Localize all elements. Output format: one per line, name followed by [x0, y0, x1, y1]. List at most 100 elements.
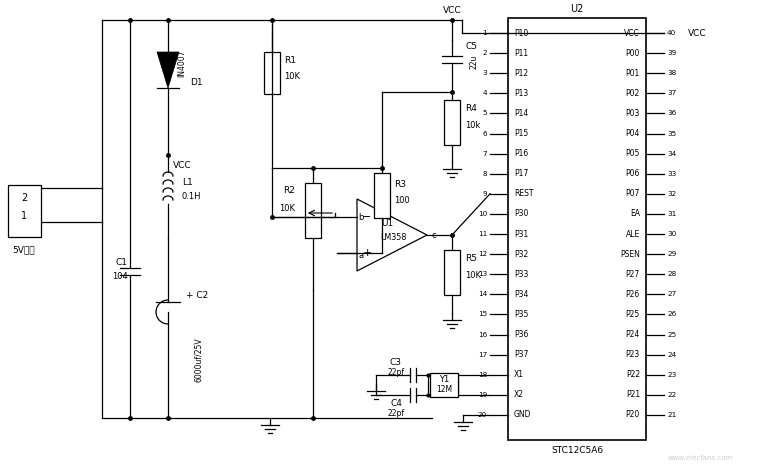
- Text: C3: C3: [390, 358, 402, 367]
- Text: 20: 20: [477, 412, 487, 418]
- Text: P10: P10: [514, 29, 528, 38]
- Text: 11: 11: [477, 231, 487, 237]
- Text: GND: GND: [514, 410, 531, 419]
- Text: R4: R4: [465, 104, 477, 113]
- Text: C5: C5: [465, 41, 477, 51]
- Text: 36: 36: [667, 111, 676, 116]
- Text: 28: 28: [667, 271, 676, 277]
- Text: P17: P17: [514, 169, 528, 178]
- Text: U1: U1: [381, 219, 393, 227]
- Text: 37: 37: [667, 91, 676, 96]
- Text: −: −: [363, 212, 372, 222]
- Text: R5: R5: [465, 254, 477, 263]
- Text: 6000uf/25V: 6000uf/25V: [193, 338, 203, 382]
- Text: P37: P37: [514, 350, 528, 359]
- Text: P27: P27: [626, 270, 640, 279]
- Text: LM358: LM358: [380, 233, 407, 242]
- Bar: [374, 173, 390, 218]
- Bar: [8, 185, 41, 237]
- Text: C1: C1: [116, 257, 128, 266]
- Text: 18: 18: [477, 372, 487, 378]
- Text: 17: 17: [477, 352, 487, 357]
- Text: 34: 34: [667, 151, 676, 157]
- Text: P24: P24: [626, 330, 640, 339]
- Text: REST: REST: [514, 189, 534, 198]
- Text: 2: 2: [21, 193, 27, 203]
- Text: 10: 10: [477, 211, 487, 217]
- Text: P11: P11: [514, 49, 528, 58]
- Bar: [430, 373, 458, 397]
- Text: P07: P07: [625, 189, 640, 198]
- Bar: [264, 52, 280, 94]
- Text: 10K: 10K: [284, 71, 300, 81]
- Text: 12: 12: [477, 251, 487, 257]
- Text: U2: U2: [571, 4, 584, 14]
- Text: 39: 39: [667, 50, 676, 56]
- Text: P22: P22: [626, 370, 640, 379]
- Text: b: b: [358, 212, 363, 221]
- Text: 0.1H: 0.1H: [182, 191, 202, 201]
- Text: P16: P16: [514, 149, 528, 158]
- Text: 8: 8: [482, 171, 487, 177]
- Text: 9: 9: [482, 191, 487, 197]
- Text: P30: P30: [514, 210, 528, 219]
- Text: P35: P35: [514, 310, 528, 319]
- Text: X2: X2: [514, 390, 524, 399]
- Text: 25: 25: [667, 332, 676, 338]
- Text: R1: R1: [284, 55, 296, 65]
- Text: EA: EA: [630, 210, 640, 219]
- Text: P33: P33: [514, 270, 528, 279]
- Text: 26: 26: [667, 311, 676, 318]
- Text: 22pf: 22pf: [387, 409, 404, 418]
- Text: VCC: VCC: [443, 6, 461, 15]
- Text: P04: P04: [625, 129, 640, 138]
- Text: a: a: [359, 250, 363, 259]
- Text: 4: 4: [482, 91, 487, 96]
- Text: P15: P15: [514, 129, 528, 138]
- Text: 6: 6: [482, 130, 487, 136]
- Text: 13: 13: [477, 271, 487, 277]
- Text: R3: R3: [394, 180, 406, 189]
- Text: P21: P21: [626, 390, 640, 399]
- Text: P12: P12: [514, 69, 528, 78]
- Text: STC12C5A6: STC12C5A6: [551, 446, 603, 454]
- Text: P01: P01: [626, 69, 640, 78]
- Text: 10k: 10k: [465, 121, 480, 129]
- Polygon shape: [357, 199, 427, 271]
- Text: 16: 16: [477, 332, 487, 338]
- Text: 22: 22: [667, 392, 676, 398]
- Text: P03: P03: [625, 109, 640, 118]
- Text: P26: P26: [626, 290, 640, 299]
- Text: 35: 35: [667, 130, 676, 136]
- Text: D1: D1: [190, 77, 203, 86]
- Text: 5V电源: 5V电源: [12, 245, 35, 255]
- Text: 19: 19: [477, 392, 487, 398]
- Text: ALE: ALE: [626, 229, 640, 239]
- Text: P00: P00: [625, 49, 640, 58]
- Text: R2: R2: [283, 186, 295, 195]
- Text: IN4007: IN4007: [178, 49, 186, 77]
- Text: 2: 2: [482, 50, 487, 56]
- Text: P02: P02: [626, 89, 640, 98]
- Text: 12M: 12M: [436, 385, 452, 393]
- Text: P20: P20: [626, 410, 640, 419]
- Text: P23: P23: [626, 350, 640, 359]
- Text: 21: 21: [667, 412, 676, 418]
- Bar: [444, 250, 460, 295]
- Text: 29: 29: [667, 251, 676, 257]
- Text: 15: 15: [477, 311, 487, 318]
- Text: 104: 104: [112, 272, 128, 280]
- Text: P36: P36: [514, 330, 528, 339]
- Text: 100: 100: [394, 196, 410, 204]
- Text: 22pf: 22pf: [387, 368, 404, 377]
- Text: c: c: [432, 230, 437, 240]
- Polygon shape: [157, 52, 179, 88]
- Text: VCC: VCC: [173, 160, 192, 169]
- Text: 1: 1: [21, 211, 27, 221]
- Text: VCC: VCC: [624, 29, 640, 38]
- Text: 30: 30: [667, 231, 676, 237]
- Text: L1: L1: [182, 177, 192, 187]
- Text: 10K: 10K: [465, 271, 481, 280]
- Text: P06: P06: [625, 169, 640, 178]
- Text: 7: 7: [482, 151, 487, 157]
